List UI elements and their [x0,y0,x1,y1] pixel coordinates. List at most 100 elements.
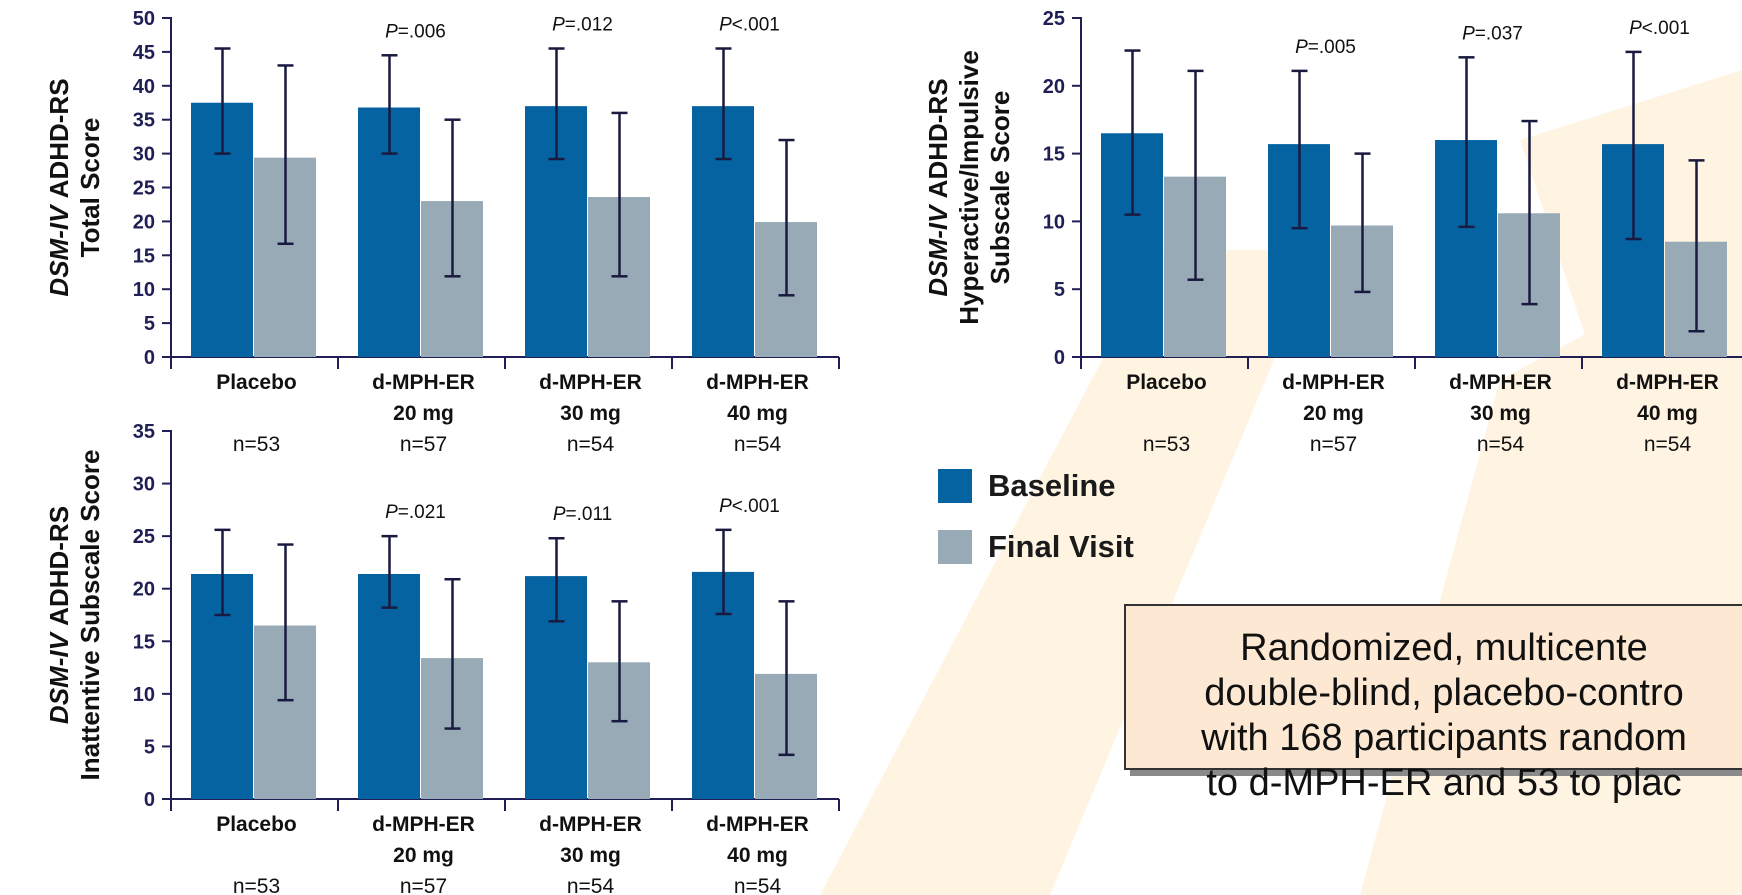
x-category-label: 30 mg [1470,402,1531,425]
y-axis-title-italic: DSM-IV [44,626,74,724]
sample-size-label: n=54 [1644,433,1692,456]
p-value-label: P<.001 [719,496,780,517]
y-tick-label: 30 [133,144,155,166]
p-value-label: P<.001 [719,15,780,36]
p-value-label: P=.021 [385,502,446,523]
y-tick-label: 0 [144,347,155,369]
p-value-prefix: P [1295,37,1308,58]
sample-size-label: n=57 [400,433,447,456]
sample-size-label: n=54 [1477,433,1525,456]
p-value-prefix: P [385,502,398,523]
y-tick-label: 15 [1043,144,1065,166]
y-tick-label: 0 [144,789,155,811]
x-category-label: d-MPH-ER [706,371,809,394]
legend-swatch-final-visit [938,530,972,564]
y-tick-label: 10 [133,684,155,706]
y-tick-label: 15 [133,245,155,267]
x-category-label: Placebo [216,813,297,836]
x-category-label: d-MPH-ER [372,371,475,394]
x-category-label: d-MPH-ER [539,371,642,394]
legend-label-baseline: Baseline [988,468,1116,503]
x-category-label: 40 mg [1637,402,1698,425]
x-category-label: 40 mg [727,402,788,425]
p-value-prefix: P [553,504,566,525]
x-category-label: 30 mg [560,844,621,867]
sample-size-label: n=54 [734,875,782,895]
y-tick-label: 20 [1043,76,1065,98]
study-description-line: Randomized, multicente [1240,627,1648,669]
y-tick-label: 50 [133,8,155,30]
y-tick-label: 45 [133,42,155,64]
bar-baseline [358,573,420,799]
hyperactive-impulsive-chart: 0 5 10 15 20 25 DSM-IV ADHD-RSHyperactive/Impu… [923,8,1742,456]
y-axis-title-line: DSM-IV ADHD-RS [44,506,74,724]
p-value-label: P=.011 [553,504,612,525]
p-value-label: P=.005 [1295,37,1356,58]
p-value-label: P=.037 [1462,23,1523,44]
background-chevron-shape [820,250,1320,895]
study-description-line: double-blind, placebo-contro [1204,672,1684,714]
p-value-prefix: P [552,15,565,36]
x-category-label: 20 mg [1303,402,1364,425]
y-axis-title-line: Inattentive Subscale Score [75,450,105,781]
y-axis-title: DSM-IV ADHD-RSHyperactive/ImpulsiveSubsc… [923,50,1015,325]
p-value-label: P=.012 [552,15,613,36]
y-tick-label: 10 [1043,211,1065,233]
y-tick-label: 40 [133,76,155,98]
total-score-chart: 0 5 10 15 20 25 30 35 40 45 50 DSM-IV ADHD-RSTotal … [44,8,840,456]
y-axis-title-line: DSM-IV ADHD-RS [44,78,74,296]
inattentive-subscale-chart: 0 5 10 15 20 25 30 35 DSM-IV ADHD-RSInattentive … [44,421,840,895]
study-description-line: with 168 participants random [1201,717,1687,759]
y-tick-label: 35 [133,421,155,443]
x-category-label: 20 mg [393,402,454,425]
p-value-prefix: P [1462,23,1475,44]
p-value-prefix: P [719,15,732,36]
y-tick-label: 25 [133,526,155,548]
sample-size-label: n=54 [567,875,615,895]
x-category-label: Placebo [216,371,297,394]
y-axis-title-line: DSM-IV ADHD-RS [923,78,953,296]
y-axis-title-italic: DSM-IV [923,198,953,296]
y-tick-label: 20 [133,211,155,233]
sample-size-label: n=57 [1310,433,1357,456]
y-axis-title-line: Hyperactive/Impulsive [954,50,984,325]
x-category-label: d-MPH-ER [1282,371,1385,394]
y-axis-title: DSM-IV ADHD-RSInattentive Subscale Score [44,450,105,781]
legend: Baseline Final Visit [938,466,1134,588]
legend-item-baseline: Baseline [938,466,1134,506]
sample-size-label: n=54 [734,433,782,456]
x-category-label: Placebo [1126,371,1207,394]
p-value-prefix: P [1629,18,1642,39]
y-tick-label: 5 [144,736,155,758]
x-category-label: 20 mg [393,844,454,867]
y-axis-title-line: Subscale Score [985,91,1015,285]
x-category-label: d-MPH-ER [1616,371,1719,394]
x-category-label: 30 mg [560,402,621,425]
x-category-label: d-MPH-ER [372,813,475,836]
x-category-label: d-MPH-ER [706,813,809,836]
study-description-box: Randomized, multicente double-blind, pla… [1124,604,1742,804]
legend-swatch-baseline [938,469,972,503]
y-axis-title: DSM-IV ADHD-RSTotal Score [44,78,105,296]
sample-size-label: n=54 [567,433,615,456]
y-tick-label: 5 [1054,279,1065,301]
y-axis-title-line: Total Score [75,118,105,258]
p-value-label: P<.001 [1629,18,1690,39]
y-tick-label: 30 [133,474,155,496]
p-value-prefix: P [719,496,732,517]
sample-size-label: n=53 [1143,433,1190,456]
x-category-label: d-MPH-ER [1449,371,1552,394]
sample-size-label: n=53 [233,433,280,456]
sample-size-label: n=57 [400,875,447,895]
y-axis-title-italic: DSM-IV [44,198,74,296]
y-tick-label: 25 [133,178,155,200]
y-tick-label: 15 [133,631,155,653]
x-category-label: d-MPH-ER [539,813,642,836]
x-category-label: 40 mg [727,844,788,867]
legend-item-final-visit: Final Visit [938,527,1134,567]
y-tick-label: 10 [133,279,155,301]
p-value-label: P=.006 [385,21,446,42]
y-tick-label: 20 [133,579,155,601]
y-tick-label: 35 [133,110,155,132]
sample-size-label: n=53 [233,875,280,895]
